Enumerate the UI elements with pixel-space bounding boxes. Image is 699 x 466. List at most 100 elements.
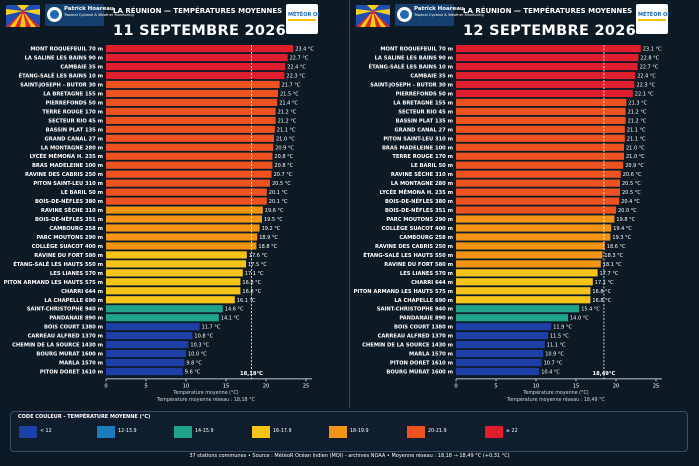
temperature-bar: [106, 323, 200, 331]
bar-value-label: 11.5 °C: [550, 334, 569, 340]
temperature-bar: [456, 152, 624, 160]
temperature-bar: [106, 179, 270, 187]
network-mean-caption: Température moyenne réseau : 18,49 °C: [506, 396, 605, 403]
station-label: BASSIN PLAT 135 m: [46, 127, 103, 133]
station-label: ÉTANG-SALÉ LES HAUTS 550 m: [13, 260, 103, 268]
temperature-bar: [106, 269, 243, 277]
station-label: SAINT-CHRISTOPHE 940 m: [377, 307, 453, 313]
station-label: RAVINE DU FORT 580 m: [34, 253, 103, 259]
bar-value-label: 19.5 °C: [264, 217, 283, 223]
station-label: ÉTANG-SALÉ LES BAINS 10 m: [19, 72, 103, 80]
station-label: RAVINE SÈCHE 310 m: [41, 206, 103, 214]
legend-swatch: [252, 426, 270, 438]
bar-value-label: 20.4 °C: [621, 199, 640, 205]
temperature-bar-chart: MONT ROQUEFEUIL 70 m 23.4 °C LA SALINE LES…: [4, 45, 314, 403]
temperature-bar: [456, 197, 620, 205]
bar-value-label: 21.1 °C: [627, 127, 646, 133]
station-label: PARC MOUTONS 290 m: [386, 217, 453, 223]
station-label: PIERREFONDS 50 m: [396, 91, 453, 97]
x-tick-label: 5: [144, 383, 147, 389]
bar-value-label: 20.5 °C: [622, 190, 641, 196]
station-label: ÉTANG-SALÉ LES HAUTS 550 m: [363, 251, 453, 259]
bar-value-label: 17.6 °C: [249, 253, 268, 259]
temperature-bar: [106, 349, 186, 358]
temperature-bar: [106, 305, 223, 313]
station-label: BASSIN PLAT 135 m: [396, 118, 453, 124]
bar-value-label: 20.9 °C: [275, 145, 294, 151]
legend-label: 20-21.9: [428, 429, 447, 434]
station-label: MARLA 1570 m: [409, 352, 453, 358]
bar-value-label: 20.5 °C: [272, 181, 291, 187]
bar-value-label: 20.6 °C: [623, 172, 642, 178]
bar-value-label: 10.0 °C: [188, 352, 207, 358]
bar-value-label: 21.1 °C: [627, 136, 646, 142]
brand-subtitle: Tropical Cyclone & Weather Monitoring: [414, 13, 484, 17]
temperature-bar: [106, 278, 241, 286]
x-axis-label: Température moyenne (°C): [172, 389, 238, 396]
temperature-bar: [106, 98, 278, 107]
station-label: PITON SAINT-LEU 310 m: [33, 181, 103, 187]
temperature-bar: [456, 215, 615, 223]
bar-value-label: 16.8 °C: [592, 298, 611, 304]
temperature-bar: [456, 62, 638, 71]
station-label: CHEMIN DE LA SOURCE 1430 m: [12, 343, 103, 349]
station-label: PIERREFONDS 50 m: [46, 100, 103, 106]
temperature-bar: [106, 53, 288, 62]
station-label: SAINT-CHRISTOPHE 940 m: [27, 307, 103, 313]
network-mean-caption: Température moyenne réseau : 18,18 °C: [156, 396, 255, 403]
legend-swatch: [174, 426, 192, 438]
temperature-bar: [456, 305, 580, 313]
bar-value-label: 18.3 °C: [604, 253, 623, 259]
temperature-bar: [456, 296, 591, 304]
x-tick-label: 25: [653, 383, 660, 389]
temperature-bar: [456, 349, 544, 358]
bar-value-label: 22.3 °C: [636, 82, 655, 88]
station-label: RAVINE SÈCHE 310 m: [391, 170, 453, 178]
temperature-bar: [106, 161, 273, 169]
bar-value-label: 21.0 °C: [276, 136, 295, 142]
bar-value-label: 11.1 °C: [547, 343, 566, 349]
bar-value-label: 18.6 °C: [607, 244, 626, 250]
brand-name: Patrick Hoareau: [64, 6, 114, 12]
brand-badge: Patrick Hoareau Tropical Cyclone & Weath…: [395, 4, 484, 26]
bar-value-label: 22.4 °C: [287, 65, 306, 71]
reunion-flag-icon: [6, 5, 40, 27]
x-tick-label: 0: [104, 383, 107, 389]
station-label: CAMBAIE 35 m: [60, 65, 103, 71]
bar-value-label: 16.8 °C: [242, 280, 261, 286]
temperature-bar: [106, 134, 274, 142]
bar-value-label: 22.3 °C: [286, 74, 305, 80]
temperature-bar: [456, 134, 625, 142]
station-label: TERRE ROUGE 170 m: [42, 109, 103, 115]
bar-value-label: 22.8 °C: [640, 56, 659, 62]
temperature-bar: [456, 53, 639, 62]
bar-value-label: 19.6 °C: [265, 208, 284, 214]
station-label: MONT ROQUEFEUIL 70 m: [30, 47, 103, 53]
temperature-bar: [456, 188, 620, 196]
bar-value-label: 10.3 °C: [190, 343, 209, 349]
bar-value-label: 20.1 °C: [269, 199, 288, 205]
station-label: LE BARIL 50 m: [411, 163, 453, 169]
station-label: COLLÈGE SUACOT 400 m: [32, 242, 103, 250]
temperature-bar: [106, 107, 276, 115]
x-axis-label: Température moyenne (°C): [522, 389, 588, 396]
station-label: CHARRI 644 m: [61, 289, 103, 295]
meteor-oi-logo: MÉTÉOR OI: [286, 4, 319, 34]
bar-value-label: 14.6 °C: [225, 307, 244, 313]
temperature-bar: [456, 278, 593, 286]
station-label: BOURG MURAT 1600 m: [386, 370, 453, 376]
station-label: GRAND CANAL 27 m: [45, 136, 103, 142]
bar-value-label: 18.8 °C: [258, 244, 277, 250]
temperature-bar: [106, 89, 278, 98]
bar-value-label: 10.7 °C: [544, 361, 563, 367]
temperature-bar: [106, 260, 246, 268]
bar-value-label: 22.7 °C: [640, 65, 659, 71]
temperature-bar: [106, 367, 183, 376]
bar-value-label: 23.4 °C: [295, 47, 314, 53]
legend-label: 14-15.9: [195, 429, 214, 434]
legend-swatch: [485, 426, 503, 438]
station-label: BOIS-DE-NÈFLES 351 m: [385, 206, 453, 214]
mean-reference-label: 18,49°C: [593, 371, 616, 377]
chart-date-title: 12 SEPTEMBRE 2026: [463, 23, 637, 39]
temperature-bar: [456, 125, 625, 133]
